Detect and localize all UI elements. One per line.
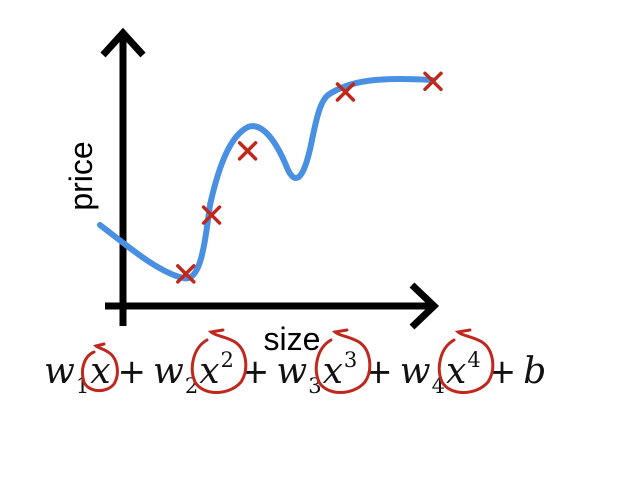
- term-1-var: x: [90, 351, 111, 392]
- term-4-var: x: [446, 351, 467, 392]
- plus-4: +: [487, 352, 517, 392]
- plus-3: +: [364, 352, 393, 392]
- bias-term: b: [523, 351, 547, 392]
- term-1-sub: 1: [75, 374, 90, 398]
- term-2-coef: w: [153, 351, 184, 392]
- term-2-sub: 2: [184, 374, 199, 398]
- data-point-3: [237, 141, 258, 161]
- term-4-power: 4: [467, 348, 481, 372]
- formula-term-2: w2 x 2: [153, 328, 248, 397]
- term-3-coef: w: [276, 351, 308, 392]
- x-axis: [105, 282, 440, 330]
- formula-term-1: w1 x: [44, 342, 120, 397]
- y-axis-arrowhead: [100, 27, 146, 58]
- data-point-2: [201, 205, 222, 225]
- data-point-5: [423, 71, 443, 92]
- fitted-curve: [97, 75, 435, 282]
- term-2-var: x: [199, 351, 220, 392]
- term-1-coef: w: [44, 351, 75, 392]
- y-axis: [100, 27, 146, 326]
- plus-2: +: [240, 352, 270, 392]
- x-axis-label: size: [264, 321, 321, 357]
- formula-term-3: w3 x 3: [276, 328, 371, 397]
- x-axis-arrowhead: [409, 282, 440, 330]
- term-3-sub: 3: [308, 374, 322, 398]
- formula-term-4: w4 x 4: [399, 328, 495, 397]
- term-4-coef: w: [399, 351, 431, 392]
- term-2-power: 2: [220, 348, 234, 372]
- term-1-feature: x: [81, 342, 120, 392]
- polynomial-formula: w1 x + w2 x 2 + w3 x 3 + w4 x 4 + b: [44, 328, 547, 397]
- plus-1: +: [117, 352, 147, 392]
- y-axis-label: price: [63, 141, 99, 210]
- data-points: [176, 71, 443, 284]
- term-4-sub: 4: [431, 374, 445, 398]
- data-point-1: [176, 264, 196, 284]
- term-3-var: x: [322, 351, 343, 392]
- term-3-power: 3: [343, 348, 358, 372]
- data-point-4: [335, 82, 356, 102]
